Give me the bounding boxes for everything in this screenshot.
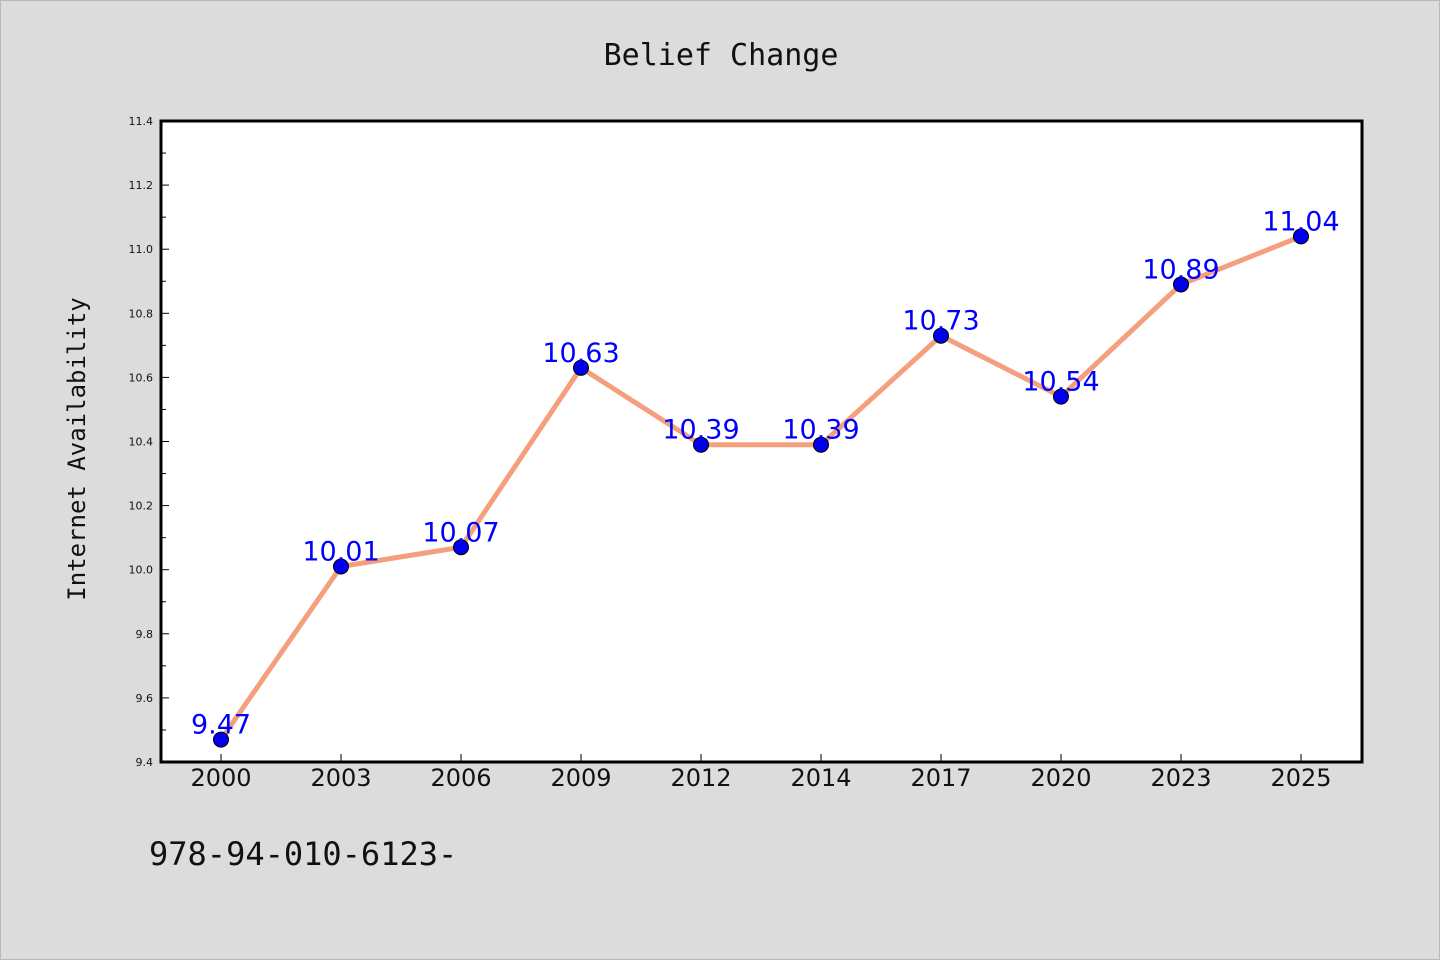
- data-label: 10.63: [542, 338, 619, 369]
- x-tick-label: 2000: [190, 764, 251, 792]
- x-tick-label: 2020: [1030, 764, 1091, 792]
- data-label: 10.39: [782, 415, 859, 446]
- plot-frame: [159, 119, 1364, 764]
- data-labels-group: 9.47 10.01 10.07 10.63 10.39 10.39 10.73 10.54 1…: [191, 206, 1340, 740]
- x-tick-label: 2023: [1150, 764, 1211, 792]
- y-tick-label: 9.6: [136, 692, 154, 705]
- y-tick-label: 10.6: [129, 371, 154, 384]
- y-tick-label: 10.8: [129, 307, 154, 320]
- y-tick-label: 11.2: [129, 179, 154, 192]
- data-label: 9.47: [191, 710, 251, 741]
- x-tick-label: 2012: [670, 764, 731, 792]
- data-label: 10.07: [422, 517, 499, 548]
- chart-title: Belief Change: [604, 38, 839, 73]
- y-tick-label: 10.0: [129, 564, 154, 577]
- data-point: [693, 436, 709, 453]
- y-tick-label: 11.0: [129, 243, 154, 256]
- data-label: 10.01: [302, 536, 379, 567]
- data-point: [573, 359, 589, 376]
- y-tick-label: 9.4: [136, 756, 154, 769]
- y-axis: 9.4 9.6 9.8 10.0 10.2 10.4 10.6 10.8 11.0 11.2 11.…: [129, 115, 169, 769]
- x-tick-label: 2025: [1270, 764, 1331, 792]
- data-point: [453, 539, 469, 556]
- x-tick-label: 2003: [310, 764, 371, 792]
- series-line-group: [218, 233, 1304, 743]
- y-axis-label: Internet Availability: [63, 297, 91, 600]
- data-label: 10.39: [662, 415, 739, 446]
- y-tick-label: 10.2: [129, 500, 154, 513]
- data-point: [213, 731, 229, 748]
- y-tick-label: 10.4: [129, 436, 154, 449]
- markers-group: [213, 228, 1309, 748]
- x-tick-label: 2009: [550, 764, 611, 792]
- data-point: [333, 558, 349, 575]
- data-point: [1293, 228, 1309, 245]
- x-tick-label: 2014: [790, 764, 851, 792]
- data-point: [1053, 388, 1069, 405]
- x-tick-label: 2017: [910, 764, 971, 792]
- data-label: 11.04: [1262, 206, 1339, 237]
- plot-area: [161, 121, 1362, 762]
- isbn-text: 978-94-010-6123-: [149, 835, 457, 873]
- data-label: 10.73: [902, 306, 979, 337]
- data-label: 10.89: [1142, 254, 1219, 285]
- x-axis: 2000 2003 2006 2009 2012 2014 2017 2020 2023 2025: [190, 754, 1332, 792]
- y-tick-label: 9.8: [136, 628, 154, 641]
- x-tick-label: 2006: [430, 764, 491, 792]
- data-point: [813, 436, 829, 453]
- series-line: [218, 233, 1304, 743]
- data-label: 10.54: [1022, 367, 1099, 398]
- data-point: [933, 327, 949, 344]
- y-tick-label: 11.4: [129, 115, 154, 128]
- data-point: [1173, 276, 1189, 293]
